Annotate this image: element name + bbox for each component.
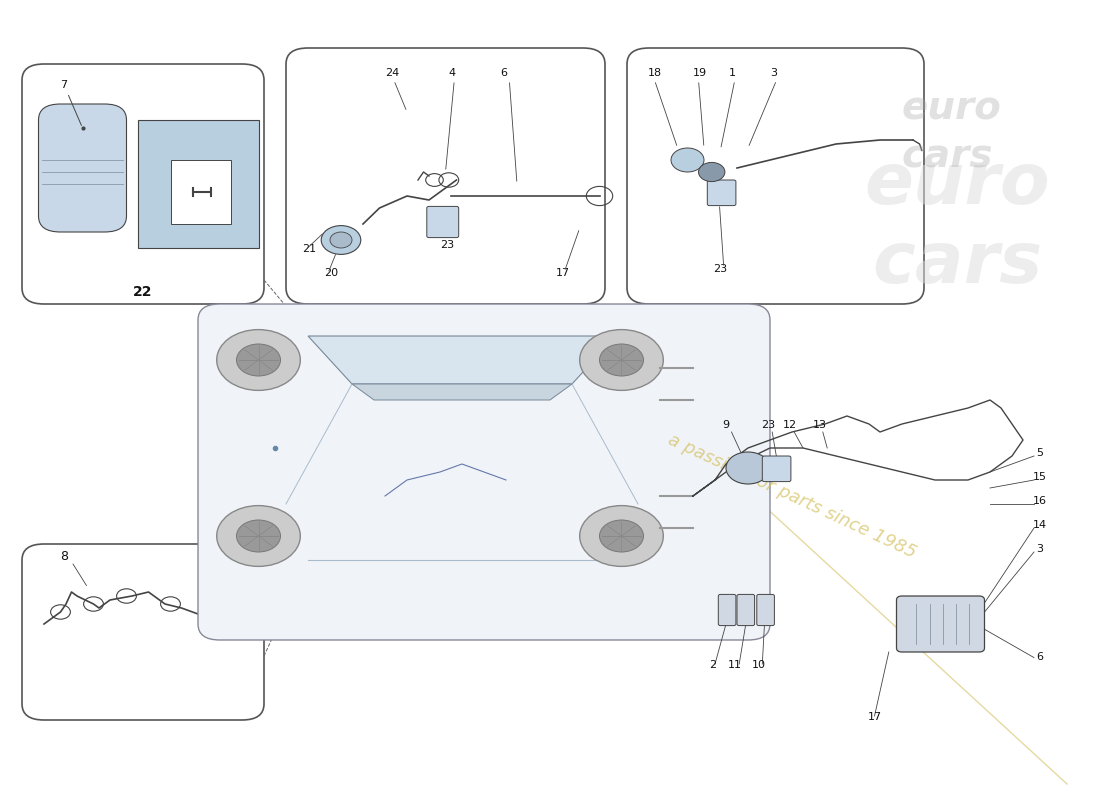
Circle shape	[580, 506, 663, 566]
Text: 23: 23	[761, 420, 774, 430]
Text: 3: 3	[1036, 544, 1043, 554]
Circle shape	[321, 226, 361, 254]
Text: a passion for parts since 1985: a passion for parts since 1985	[666, 430, 918, 562]
Text: 22: 22	[133, 285, 153, 299]
Text: 15: 15	[1033, 472, 1046, 482]
FancyBboxPatch shape	[718, 594, 736, 626]
Circle shape	[726, 452, 770, 484]
FancyBboxPatch shape	[427, 206, 459, 238]
Text: 10: 10	[752, 660, 766, 670]
FancyBboxPatch shape	[39, 104, 126, 232]
Text: euro
cars: euro cars	[865, 150, 1049, 298]
FancyBboxPatch shape	[627, 48, 924, 304]
Text: 1: 1	[729, 68, 736, 78]
Circle shape	[226, 620, 248, 636]
Circle shape	[236, 520, 280, 552]
Text: euro: euro	[902, 90, 1002, 128]
Circle shape	[330, 232, 352, 248]
Text: 17: 17	[556, 268, 570, 278]
Text: cars: cars	[902, 138, 993, 176]
Text: 9: 9	[723, 420, 729, 430]
Text: 21: 21	[302, 244, 317, 254]
FancyBboxPatch shape	[896, 596, 984, 652]
Circle shape	[236, 344, 280, 376]
Text: 4: 4	[449, 68, 455, 78]
Text: 5: 5	[1036, 448, 1043, 458]
Text: 18: 18	[648, 68, 662, 78]
Circle shape	[671, 148, 704, 172]
Text: 16: 16	[1033, 496, 1046, 506]
Text: 12: 12	[783, 420, 796, 430]
FancyBboxPatch shape	[762, 456, 791, 482]
Polygon shape	[308, 336, 616, 384]
Polygon shape	[352, 384, 572, 400]
Circle shape	[600, 344, 643, 376]
Text: 24: 24	[385, 68, 399, 78]
FancyBboxPatch shape	[707, 180, 736, 206]
Text: 13: 13	[813, 420, 826, 430]
Text: 7: 7	[60, 80, 81, 126]
Text: 6: 6	[1036, 652, 1043, 662]
FancyBboxPatch shape	[198, 304, 770, 640]
Polygon shape	[138, 120, 258, 248]
Text: 17: 17	[868, 712, 881, 722]
FancyBboxPatch shape	[286, 48, 605, 304]
FancyBboxPatch shape	[737, 594, 755, 626]
Text: 23: 23	[713, 264, 727, 274]
Circle shape	[217, 330, 300, 390]
Polygon shape	[170, 160, 231, 224]
Circle shape	[217, 506, 300, 566]
Circle shape	[580, 330, 663, 390]
Circle shape	[698, 162, 725, 182]
Text: 23: 23	[440, 240, 454, 250]
Text: 6: 6	[500, 68, 507, 78]
Text: 14: 14	[1033, 520, 1046, 530]
FancyBboxPatch shape	[22, 64, 264, 304]
Text: 3: 3	[770, 68, 777, 78]
FancyBboxPatch shape	[22, 544, 264, 720]
Text: 20: 20	[324, 268, 339, 278]
Text: 2: 2	[710, 660, 716, 670]
Text: 19: 19	[693, 68, 707, 78]
Text: 11: 11	[728, 660, 741, 670]
Circle shape	[600, 520, 643, 552]
FancyBboxPatch shape	[757, 594, 774, 626]
Text: 8: 8	[60, 550, 68, 563]
